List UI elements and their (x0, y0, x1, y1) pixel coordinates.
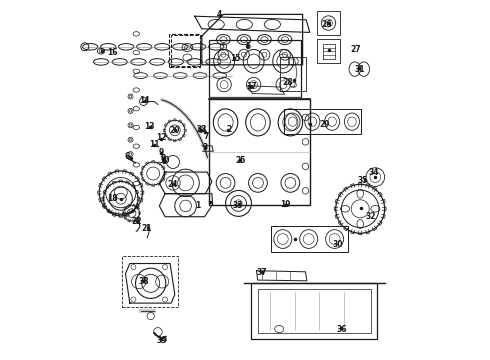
Text: 6: 6 (124, 152, 129, 161)
Text: 16: 16 (107, 48, 118, 57)
Bar (209, 99, 310, 205)
Text: 18: 18 (107, 194, 118, 203)
Text: 37: 37 (257, 269, 268, 277)
Bar (317, 11, 341, 35)
Text: 27: 27 (350, 45, 361, 54)
Text: 33: 33 (233, 201, 243, 210)
Text: 38: 38 (138, 277, 149, 286)
Text: 10: 10 (159, 156, 169, 166)
Text: 28: 28 (282, 78, 293, 87)
Text: 4: 4 (217, 10, 222, 19)
Bar (280, 57, 306, 91)
Text: 2: 2 (226, 125, 231, 134)
Text: 36: 36 (336, 325, 347, 334)
Bar (317, 39, 341, 63)
Bar (171, 35, 200, 66)
Bar (122, 256, 178, 307)
Text: 15: 15 (230, 54, 240, 63)
Text: 39: 39 (156, 336, 167, 345)
Text: 13: 13 (145, 122, 155, 131)
Text: 21: 21 (142, 224, 152, 233)
Text: 5: 5 (245, 42, 250, 51)
Text: 20: 20 (170, 126, 180, 135)
Text: 25: 25 (236, 156, 246, 165)
Text: 31: 31 (354, 65, 365, 74)
Text: 7: 7 (203, 132, 209, 141)
Bar (271, 226, 348, 252)
Text: 29: 29 (319, 120, 329, 130)
Text: 1: 1 (196, 201, 201, 210)
Text: 34: 34 (368, 168, 379, 177)
Bar (258, 289, 371, 333)
Text: 32: 32 (365, 212, 375, 220)
Bar (284, 109, 361, 134)
Text: 11: 11 (149, 140, 160, 149)
Text: 30: 30 (333, 240, 343, 249)
Text: 26: 26 (322, 20, 332, 29)
Text: 14: 14 (139, 96, 149, 105)
Text: 17: 17 (246, 82, 257, 91)
Bar (209, 40, 301, 97)
Text: 3: 3 (202, 143, 207, 152)
Bar (251, 283, 377, 339)
Text: 35: 35 (358, 176, 368, 185)
Text: 12: 12 (156, 134, 167, 143)
Bar (170, 34, 200, 67)
Text: 19: 19 (280, 200, 291, 209)
Text: 24: 24 (167, 180, 177, 189)
Text: 9: 9 (159, 148, 164, 157)
Text: 22: 22 (131, 217, 142, 226)
Text: 8: 8 (160, 154, 166, 163)
Text: 23: 23 (196, 125, 207, 134)
